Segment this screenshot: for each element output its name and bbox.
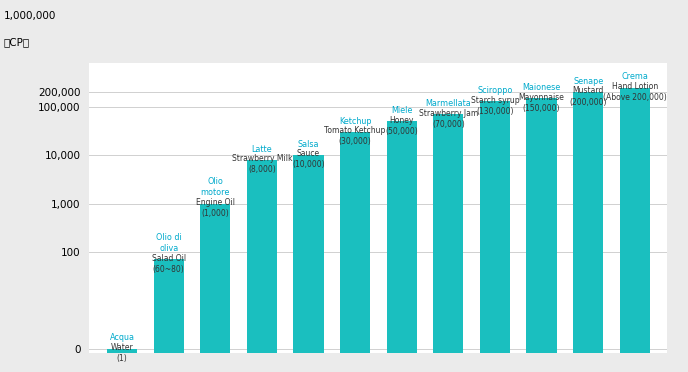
Text: Engine Oil
(1,000): Engine Oil (1,000): [196, 198, 235, 218]
Text: Strawberry Jam
(70,000): Strawberry Jam (70,000): [419, 109, 478, 129]
Text: Maionese: Maionese: [522, 83, 561, 92]
Bar: [153, 260, 184, 372]
Bar: [526, 99, 557, 372]
Text: （CP）: （CP）: [3, 37, 30, 47]
Bar: [200, 203, 230, 372]
Bar: [433, 115, 464, 372]
Text: Sauce
(10,000): Sauce (10,000): [292, 150, 325, 170]
Text: Olio di
oliva: Olio di oliva: [155, 233, 182, 253]
Text: Mustard
(200,000): Mustard (200,000): [570, 86, 607, 106]
Text: Tomato Ketchup
(30,000): Tomato Ketchup (30,000): [325, 126, 386, 147]
Text: Hand Lotion
(Above 200,000): Hand Lotion (Above 200,000): [603, 82, 667, 102]
Text: Starch syrup
(130,000): Starch syrup (130,000): [471, 96, 519, 116]
Text: Senape: Senape: [573, 77, 603, 86]
Text: 1,000,000: 1,000,000: [3, 11, 56, 21]
Text: Marmellata: Marmellata: [425, 99, 471, 108]
Bar: [573, 92, 603, 372]
Bar: [340, 132, 370, 372]
Text: Water
(1): Water (1): [111, 343, 133, 363]
Bar: [107, 349, 137, 372]
Text: Sciroppo: Sciroppo: [477, 86, 513, 95]
Text: Olio
motore: Olio motore: [201, 177, 230, 197]
Text: Salsa: Salsa: [298, 140, 319, 149]
Text: Crema: Crema: [621, 73, 648, 81]
Text: Strawberry Milk
(8,000): Strawberry Milk (8,000): [232, 154, 292, 174]
Bar: [247, 160, 277, 372]
Text: Latte: Latte: [252, 145, 272, 154]
Bar: [620, 88, 650, 372]
Text: Honey
(50,000): Honey (50,000): [385, 116, 418, 136]
Bar: [387, 122, 417, 372]
Text: Acqua: Acqua: [109, 333, 135, 342]
Text: Ketchup: Ketchup: [339, 117, 372, 126]
Text: Miele: Miele: [391, 106, 412, 115]
Bar: [293, 155, 323, 372]
Text: Mayonnaise
(150,000): Mayonnaise (150,000): [519, 93, 564, 113]
Bar: [480, 102, 510, 372]
Text: Salad Oil
(60~80): Salad Oil (60~80): [151, 254, 186, 274]
